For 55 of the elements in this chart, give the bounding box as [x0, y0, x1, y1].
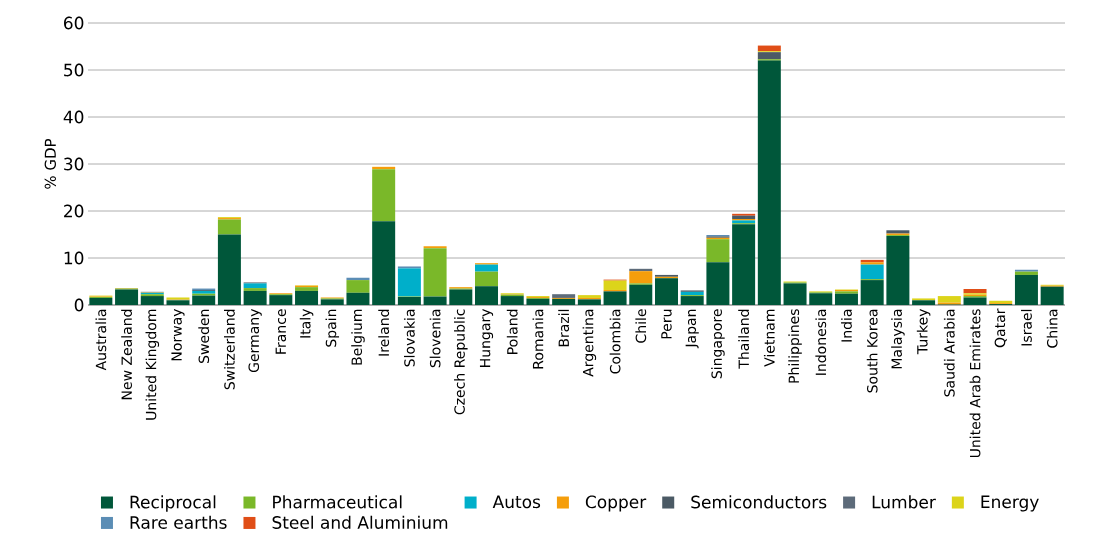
- y-tick-label: 20: [64, 204, 84, 218]
- x-tick-label: Brazil: [558, 309, 570, 347]
- y-tick-label: 0: [74, 298, 84, 312]
- x-tick-label: Indonesia: [815, 309, 827, 375]
- legend-label: Autos: [492, 495, 541, 509]
- x-tick-label: France: [275, 309, 287, 354]
- x-tick-label: Australia: [95, 309, 107, 371]
- x-tick-label: India: [841, 309, 852, 342]
- legend-label: Steel and Aluminium: [272, 515, 448, 529]
- y-tick-label: 30: [64, 157, 84, 171]
- x-tick-label: Chile: [635, 309, 647, 343]
- x-tick-label: Spain: [325, 309, 340, 347]
- y-axis-title: % GDP: [44, 138, 56, 189]
- x-tick-label: Ireland: [378, 309, 390, 356]
- x-tick-label: Saudi Arabia: [943, 309, 955, 397]
- legend-label: Copper: [585, 495, 647, 512]
- x-tick-label: Switzerland: [224, 309, 235, 390]
- y-tick-label: 40: [63, 110, 84, 124]
- x-tick-label: Argentina: [582, 309, 597, 377]
- x-tick-label: Thailand: [738, 309, 750, 369]
- x-tick-label: Peru: [661, 309, 672, 339]
- x-tick-label: Vietnam: [763, 309, 775, 367]
- x-tick-label: Philippines: [788, 309, 802, 383]
- legend-label: Energy: [981, 495, 1039, 512]
- x-tick-label: Romania: [532, 309, 544, 369]
- x-tick-label: Qatar: [994, 308, 1007, 348]
- legend-label: Lumber: [872, 495, 936, 509]
- legend-label: Reciprocal: [130, 495, 216, 512]
- y-tick-label: 50: [64, 63, 84, 77]
- x-tick-label: Malaysia: [891, 309, 905, 369]
- x-tick-label: Italy: [299, 308, 314, 338]
- y-tick-label: 10: [64, 251, 84, 265]
- legend-label: Semiconductors: [691, 495, 827, 509]
- x-tick-label: Israel: [1021, 309, 1032, 346]
- x-tick-label: Singapore: [711, 309, 725, 379]
- x-tick-label: Belgium: [351, 309, 365, 365]
- x-tick-label: South Korea: [866, 309, 878, 393]
- x-tick-label: China: [1046, 309, 1058, 348]
- y-tick-label: 60: [64, 16, 84, 30]
- x-tick-label: United Kingdom: [145, 309, 160, 420]
- x-tick-label: Turkey: [916, 308, 931, 355]
- x-tick-label: Slovenia: [429, 309, 441, 368]
- legend-label: Pharmaceutical: [273, 495, 402, 509]
- x-tick-label: New Zealand: [121, 309, 132, 400]
- legend-label: Rare earths: [130, 515, 227, 529]
- x-tick-label: Norway: [171, 308, 185, 361]
- x-tick-label: Germany: [248, 308, 262, 373]
- x-tick-label: Japan: [685, 309, 699, 349]
- x-tick-label: Colombia: [609, 309, 621, 374]
- x-tick-label: Sweden: [198, 309, 210, 363]
- x-tick-label: Hungary: [479, 308, 494, 367]
- x-tick-label: Czech Republic: [454, 309, 468, 415]
- x-tick-label: Slovakia: [403, 309, 415, 367]
- x-tick-label: Poland: [506, 309, 518, 354]
- x-tick-label: United Arab Emirates: [969, 309, 981, 458]
